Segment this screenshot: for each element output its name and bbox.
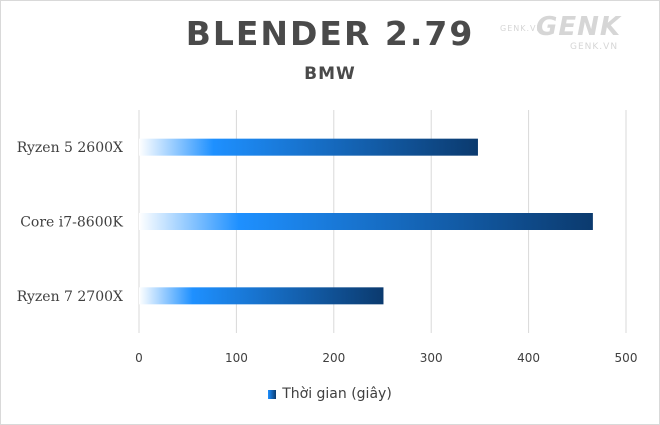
watermark-sub-text: GENK.VN bbox=[570, 42, 619, 52]
x-tick-label-200: 200 bbox=[322, 351, 345, 365]
watermark-brand-text: GENK bbox=[536, 12, 622, 42]
watermark-small-text: GENK.VN bbox=[500, 24, 544, 33]
x-tick-label-400: 400 bbox=[517, 351, 540, 365]
category-label-core-i7-8600k: Core i7-8600K bbox=[20, 215, 123, 231]
bar-ryzen-5-2600x bbox=[139, 138, 478, 156]
legend-label: Thời gian (giây) bbox=[282, 386, 392, 402]
category-label-ryzen-7-2700x: Ryzen 7 2700X bbox=[17, 289, 123, 305]
chart-subtitle: BMW bbox=[304, 64, 356, 84]
bar-core-i7-8600k bbox=[139, 213, 593, 230]
x-tick-label-500: 500 bbox=[615, 351, 638, 365]
x-tick-label-0: 0 bbox=[135, 351, 143, 365]
x-tick-label-100: 100 bbox=[225, 351, 248, 365]
chart-legend: Thời gian (giây) bbox=[0, 386, 660, 402]
x-tick-label-300: 300 bbox=[420, 351, 443, 365]
chart-title: BLENDER 2.79 bbox=[185, 14, 475, 53]
category-label-ryzen-5-2600x: Ryzen 5 2600X bbox=[17, 140, 123, 156]
legend-swatch-icon bbox=[268, 390, 277, 399]
genk-watermark-logo: GENK.VN GENK GENK.VN bbox=[500, 10, 640, 58]
bar-ryzen-7-2700x bbox=[139, 287, 384, 305]
